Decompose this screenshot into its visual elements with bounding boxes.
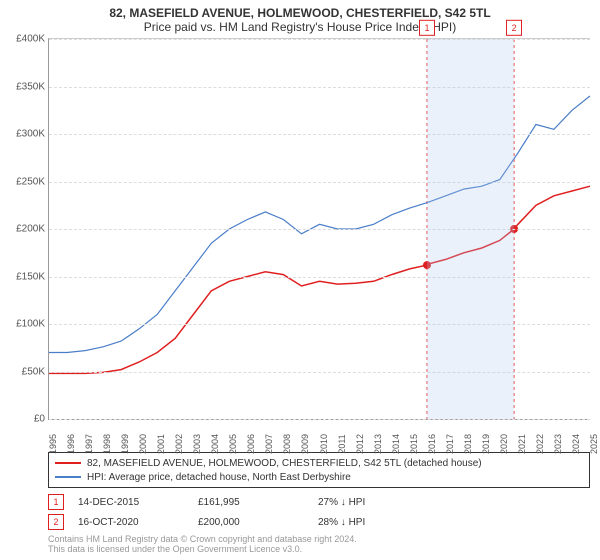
x-axis-labels: 1995199619971998199920002001200220032004… bbox=[48, 420, 590, 448]
x-tick-label: 2024 bbox=[571, 434, 581, 454]
marker-date: 16-OCT-2020 bbox=[78, 517, 198, 528]
y-tick-label: £300K bbox=[1, 129, 45, 140]
x-tick-label: 2002 bbox=[174, 434, 184, 454]
marker-row: 1 14-DEC-2015 £161,995 27% ↓ HPI bbox=[48, 492, 590, 512]
title-address: 82, MASEFIELD AVENUE, HOLMEWOOD, CHESTER… bbox=[0, 6, 600, 20]
x-tick-label: 2011 bbox=[337, 434, 347, 453]
shaded-band bbox=[427, 39, 514, 419]
chart-marker-badge: 2 bbox=[506, 20, 522, 36]
x-tick-label: 2006 bbox=[246, 434, 256, 454]
x-tick-label: 1998 bbox=[102, 434, 112, 454]
x-tick-label: 2023 bbox=[553, 434, 563, 454]
y-tick-label: £100K bbox=[1, 319, 45, 330]
footer-line2: This data is licensed under the Open Gov… bbox=[48, 544, 590, 554]
x-tick-label: 2007 bbox=[264, 434, 274, 454]
marker-badge: 1 bbox=[48, 494, 64, 510]
chart-marker-badge: 1 bbox=[419, 20, 435, 36]
legend-swatch bbox=[55, 476, 81, 478]
x-tick-label: 2018 bbox=[463, 434, 473, 454]
x-tick-label: 2014 bbox=[391, 434, 401, 454]
x-tick-label: 2021 bbox=[517, 434, 527, 454]
x-tick-label: 2001 bbox=[156, 434, 166, 454]
legend-item: 82, MASEFIELD AVENUE, HOLMEWOOD, CHESTER… bbox=[55, 456, 583, 470]
legend-label: HPI: Average price, detached house, Nort… bbox=[87, 472, 351, 483]
y-tick-label: £400K bbox=[1, 34, 45, 45]
chart-area: £0£50K£100K£150K£200K£250K£300K£350K£400… bbox=[48, 38, 590, 420]
x-tick-label: 1995 bbox=[48, 434, 58, 454]
y-tick-label: £250K bbox=[1, 176, 45, 187]
y-tick-label: £200K bbox=[1, 224, 45, 235]
x-tick-label: 1996 bbox=[66, 434, 76, 454]
x-tick-label: 2016 bbox=[427, 434, 437, 454]
marker-pct: 27% ↓ HPI bbox=[318, 497, 438, 508]
y-tick-label: £0 bbox=[1, 414, 45, 425]
x-tick-label: 2009 bbox=[300, 434, 310, 454]
x-tick-label: 2019 bbox=[481, 434, 491, 454]
marker-pct: 28% ↓ HPI bbox=[318, 517, 438, 528]
x-tick-label: 2004 bbox=[210, 434, 220, 454]
y-tick-label: £150K bbox=[1, 271, 45, 282]
legend-item: HPI: Average price, detached house, Nort… bbox=[55, 470, 583, 484]
x-tick-label: 2008 bbox=[282, 434, 292, 454]
x-tick-label: 2003 bbox=[192, 434, 202, 454]
x-tick-label: 1997 bbox=[84, 434, 94, 454]
legend-label: 82, MASEFIELD AVENUE, HOLMEWOOD, CHESTER… bbox=[87, 458, 482, 469]
x-tick-label: 2013 bbox=[373, 434, 383, 454]
x-tick-label: 2000 bbox=[138, 434, 148, 454]
marker-price: £200,000 bbox=[198, 517, 318, 528]
x-tick-label: 2022 bbox=[535, 434, 545, 454]
marker-badge: 2 bbox=[48, 514, 64, 530]
legend: 82, MASEFIELD AVENUE, HOLMEWOOD, CHESTER… bbox=[48, 452, 590, 488]
x-tick-label: 1999 bbox=[120, 434, 130, 454]
y-tick-label: £50K bbox=[1, 366, 45, 377]
footer: Contains HM Land Registry data © Crown c… bbox=[48, 534, 590, 554]
x-tick-label: 2005 bbox=[228, 434, 238, 454]
marker-price: £161,995 bbox=[198, 497, 318, 508]
y-tick-label: £350K bbox=[1, 81, 45, 92]
footer-line1: Contains HM Land Registry data © Crown c… bbox=[48, 534, 590, 544]
x-tick-label: 2015 bbox=[409, 434, 419, 454]
x-tick-label: 2010 bbox=[319, 434, 329, 454]
marker-date: 14-DEC-2015 bbox=[78, 497, 198, 508]
x-tick-label: 2025 bbox=[589, 434, 599, 454]
legend-swatch bbox=[55, 462, 81, 464]
x-tick-label: 2017 bbox=[445, 434, 455, 454]
x-tick-label: 2012 bbox=[355, 434, 365, 454]
marker-row: 2 16-OCT-2020 £200,000 28% ↓ HPI bbox=[48, 512, 590, 532]
marker-table: 1 14-DEC-2015 £161,995 27% ↓ HPI 2 16-OC… bbox=[48, 492, 590, 532]
x-tick-label: 2020 bbox=[499, 434, 509, 454]
